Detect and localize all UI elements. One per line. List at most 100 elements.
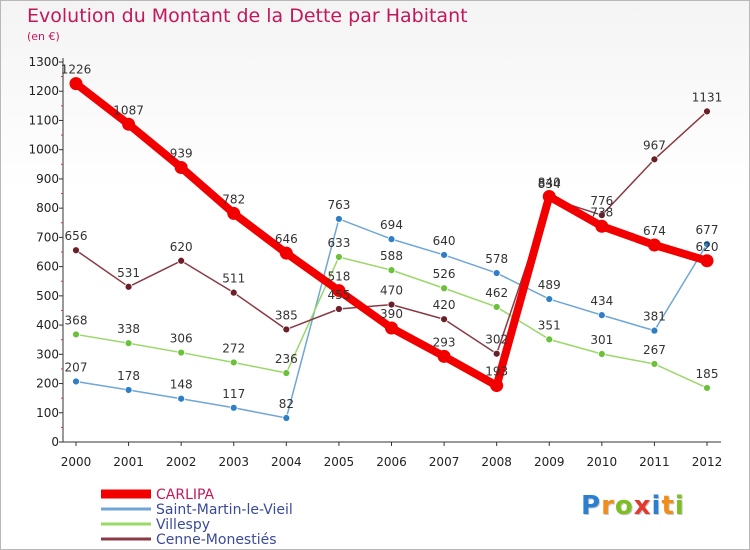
data-label: 967 — [643, 138, 666, 152]
data-label: 267 — [643, 343, 666, 357]
data-point — [72, 377, 80, 386]
y-tick-label: 0 — [51, 435, 59, 449]
legend-label: Villespy — [156, 517, 210, 533]
data-point — [650, 360, 659, 368]
legend-item: CARLIPA — [101, 487, 215, 503]
logo-letter: o — [614, 491, 634, 521]
data-label: 351 — [538, 318, 561, 332]
logo-letter: i — [674, 491, 685, 521]
data-point — [542, 189, 556, 203]
data-label: 462 — [485, 286, 508, 300]
data-point — [387, 300, 396, 309]
data-point — [703, 240, 711, 249]
data-point — [650, 326, 659, 335]
data-point — [700, 254, 714, 268]
data-point — [440, 284, 448, 293]
legend-item: Saint-Martin-le-Vieil — [101, 502, 293, 518]
data-label: 834 — [538, 177, 561, 191]
data-label: 117 — [222, 387, 245, 401]
logo-letter: t — [661, 491, 675, 521]
data-label: 236 — [275, 352, 298, 366]
x-tick-label: 2005 — [324, 455, 355, 469]
x-tick-label: 2012 — [692, 455, 723, 469]
data-label: 338 — [117, 322, 140, 336]
data-label: 293 — [433, 335, 456, 349]
chart-title: Evolution du Montant de la Dette par Hab… — [27, 5, 468, 27]
data-label: 434 — [590, 294, 613, 308]
data-label: 531 — [117, 266, 140, 280]
data-label: 470 — [380, 284, 403, 298]
data-point — [597, 211, 606, 220]
data-label: 1087 — [113, 103, 144, 117]
series-saint-martin-le-vieil — [72, 215, 711, 422]
data-label: 1226 — [61, 63, 92, 77]
data-point — [177, 256, 186, 265]
data-point — [545, 335, 554, 344]
y-tick-label: 1200 — [28, 84, 59, 98]
x-tick-label: 2002 — [166, 455, 197, 469]
series-carlipa — [69, 77, 714, 393]
y-tick-label: 500 — [36, 289, 59, 303]
data-label: 782 — [222, 192, 245, 206]
legend-label: Cenne-Monestiés — [156, 532, 277, 548]
series-layer — [69, 77, 714, 422]
data-point — [437, 349, 451, 363]
logo-letter: x — [633, 491, 652, 521]
legend-label: Saint-Martin-le-Vieil — [156, 502, 293, 518]
data-label: 640 — [433, 234, 456, 248]
x-tick-label: 2009 — [534, 455, 565, 469]
data-point — [124, 386, 133, 394]
data-point — [387, 235, 396, 244]
data-label: 633 — [327, 236, 350, 250]
data-label: 674 — [643, 224, 666, 238]
data-point — [335, 305, 343, 313]
data-point — [72, 246, 80, 255]
data-point — [282, 325, 291, 334]
data-labels: 207 178 148 117 82 763 694 640 578 489 434 381 677 36… — [61, 63, 723, 411]
data-label: 738 — [590, 205, 613, 219]
series-villespy — [72, 253, 711, 392]
data-point — [387, 266, 396, 275]
data-point — [703, 107, 711, 116]
data-label: 646 — [275, 232, 298, 246]
data-point — [72, 330, 80, 339]
y-tick-label: 900 — [36, 172, 59, 186]
data-point — [492, 349, 501, 358]
data-label: 518 — [327, 270, 350, 284]
data-point — [122, 117, 136, 131]
y-tick-label: 800 — [36, 201, 59, 215]
legend: CARLIPASaint-Martin-le-VieilVillespyCenn… — [101, 487, 293, 548]
logo-letter: i — [651, 491, 662, 521]
y-tick-label: 1300 — [28, 55, 59, 69]
data-point — [597, 350, 606, 358]
data-label: 776 — [590, 194, 613, 208]
data-point — [69, 77, 83, 91]
data-label: 656 — [65, 229, 88, 243]
x-tick-label: 2000 — [61, 455, 92, 469]
data-point — [335, 215, 343, 223]
data-label: 368 — [65, 313, 88, 327]
data-label: 763 — [327, 198, 350, 212]
data-point — [174, 161, 188, 175]
data-point — [229, 403, 238, 412]
data-point — [440, 315, 448, 324]
legend-item: Cenne-Monestiés — [101, 532, 277, 548]
data-point — [597, 311, 606, 320]
data-label: 420 — [433, 298, 456, 312]
data-label: 455 — [327, 288, 350, 302]
y-tick-label: 700 — [36, 230, 59, 244]
data-point — [647, 238, 661, 252]
y-tick-label: 600 — [36, 260, 59, 274]
data-label: 588 — [380, 249, 403, 263]
data-point — [492, 269, 501, 277]
data-label: 1131 — [692, 90, 723, 104]
y-tick-label: 400 — [36, 318, 59, 332]
proxiti-logo: Proxiti — [581, 491, 685, 521]
data-label: 939 — [170, 147, 193, 161]
y-tick-label: 100 — [36, 406, 59, 420]
data-point — [279, 246, 293, 260]
y-tick-label: 1000 — [28, 143, 59, 157]
data-point — [595, 219, 609, 233]
data-label: 302 — [485, 333, 508, 347]
